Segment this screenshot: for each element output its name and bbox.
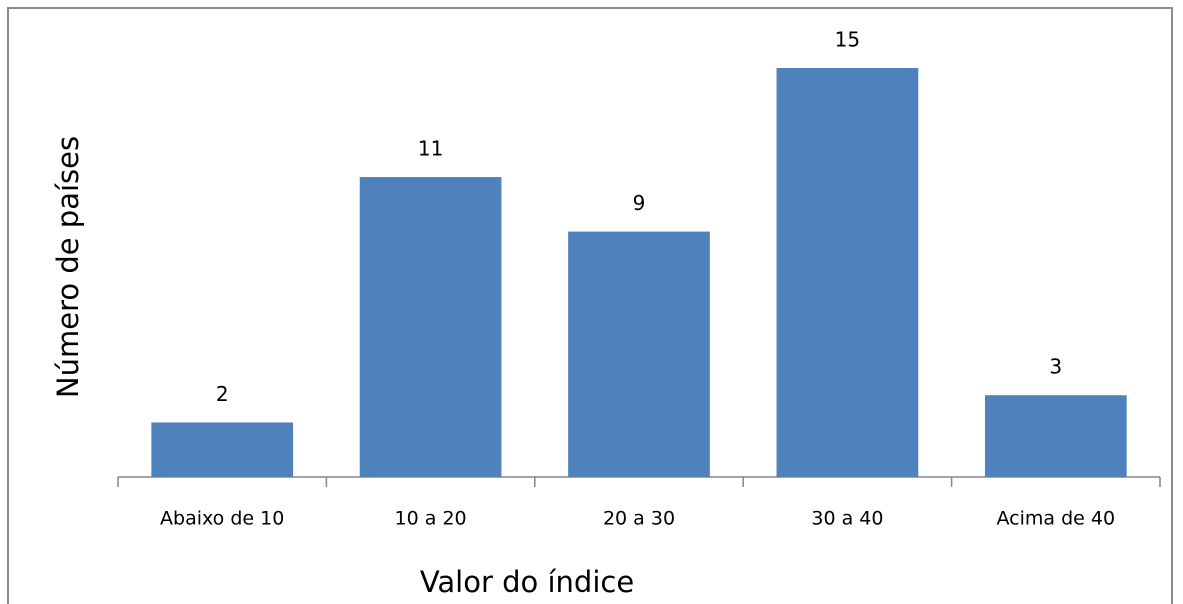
bar [359, 177, 502, 478]
x-axis-title: Valor do índice [420, 565, 634, 599]
x-tick-label: 30 a 40 [811, 508, 883, 530]
bar [151, 422, 294, 477]
x-tick-label: Acima de 40 [997, 508, 1116, 530]
x-tick-label: Abaixo de 10 [160, 508, 284, 530]
value-label: 11 [418, 137, 443, 161]
x-tick-label: 20 a 30 [603, 508, 675, 530]
value-label: 2 [216, 382, 229, 406]
bar [984, 395, 1127, 477]
bar [568, 231, 710, 477]
value-label: 15 [835, 28, 860, 52]
value-label: 9 [633, 191, 646, 215]
value-label: 3 [1049, 355, 1062, 379]
y-axis-title: Número de países [51, 136, 85, 398]
bar [776, 68, 919, 477]
x-tick-label: 10 a 20 [395, 508, 467, 530]
